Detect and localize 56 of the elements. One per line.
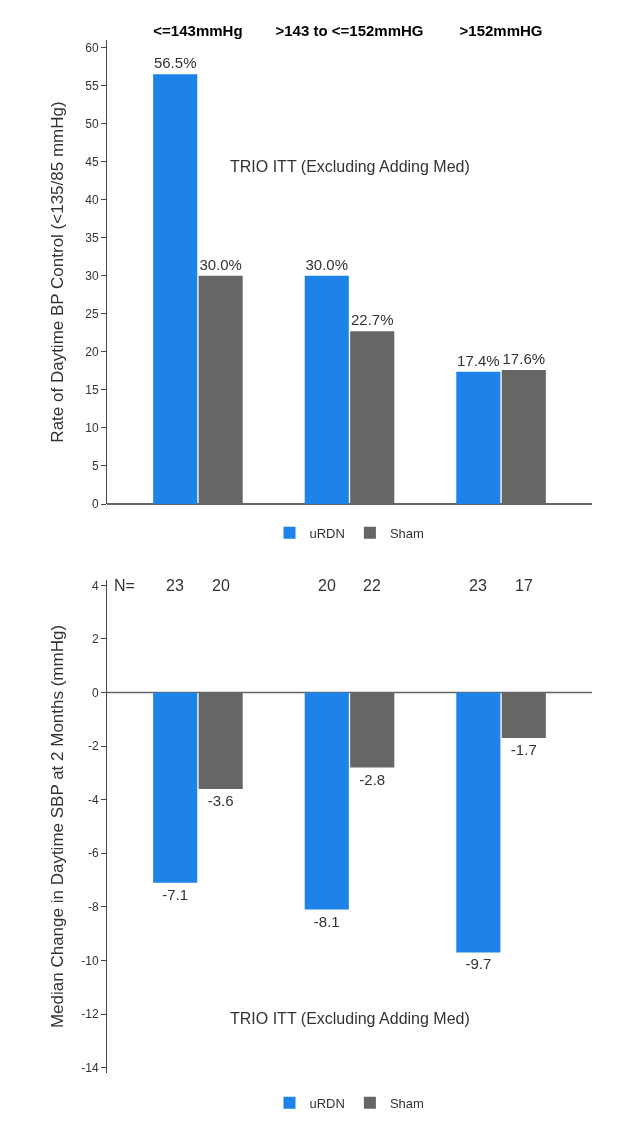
data-label: -7.1 [162, 885, 189, 903]
annotation: TRIO ITT (Excluding Adding Med) [230, 1010, 470, 1027]
y-tick-label: 50 [85, 116, 99, 131]
y-tick-label: 0 [91, 685, 99, 700]
y-tick-label: 60 [85, 40, 99, 55]
annotation: 20 [318, 577, 336, 594]
y-tick-label: 0 [91, 497, 99, 512]
y-tick-label: 35 [85, 230, 99, 245]
data-label: 56.5% [153, 54, 197, 72]
annotation: TRIO ITT (Excluding Adding Med) [230, 158, 470, 175]
y-tick-label: -14 [81, 1060, 99, 1075]
data-label: 17.4% [457, 351, 500, 369]
y-tick-label: 4 [91, 578, 99, 593]
annotation: N= [114, 577, 135, 594]
y-tick-label: -12 [81, 1007, 99, 1022]
data-label: 22.7% [350, 311, 394, 329]
data-label: -9.7 [465, 955, 492, 973]
annotation: 20 [212, 577, 230, 594]
annotation: 23 [166, 577, 184, 594]
y-tick-label: -2 [87, 739, 99, 754]
y-tick-label: 25 [85, 307, 99, 322]
y-tick-label: 20 [85, 345, 99, 360]
y-tick-label: -10 [81, 953, 99, 968]
annotation: 22 [363, 577, 381, 594]
y-tick-label: -4 [87, 792, 99, 807]
data-label: -2.8 [359, 770, 386, 788]
legend-label: uRDN [309, 525, 345, 541]
bar [304, 275, 349, 504]
y-tick-label: 40 [85, 192, 99, 207]
y-tick-label: 10 [85, 421, 99, 436]
data-label: 17.6% [502, 350, 546, 368]
legend-label: uRDN [309, 1095, 345, 1111]
x-tick-label: >152mmHG [459, 22, 543, 39]
annotation: 17 [515, 577, 533, 594]
data-label: 30.0% [199, 255, 242, 273]
y-tick-label: 2 [91, 632, 99, 647]
x-tick-label: <=143mmHg [153, 22, 243, 39]
legend-label: Sham [389, 525, 424, 541]
data-label: 30.0% [305, 255, 349, 273]
annotation: 23 [469, 577, 487, 594]
y-tick-label: -6 [87, 846, 99, 861]
bar [456, 371, 501, 504]
y-tick-label: 55 [85, 78, 99, 93]
y-axis-title: Rate of Daytime BP Control (<135/85 mmHg) [48, 101, 67, 443]
data-label: -1.7 [510, 741, 537, 759]
bar [153, 74, 198, 504]
y-axis-title: Median Change in Daytime SBP at 2 Months (mmHg) [48, 624, 67, 1029]
y-tick-label: 5 [91, 459, 99, 474]
y-tick-label: -8 [87, 900, 99, 915]
data-label: -8.1 [313, 912, 340, 930]
y-tick-label: 30 [85, 269, 99, 283]
y-tick-label: 45 [85, 154, 99, 169]
legend-label: Sham [389, 1095, 424, 1111]
y-tick-label: 15 [85, 383, 99, 398]
x-tick-label: >143 to <=152mmHG [275, 22, 424, 39]
data-label: -3.6 [207, 791, 234, 809]
